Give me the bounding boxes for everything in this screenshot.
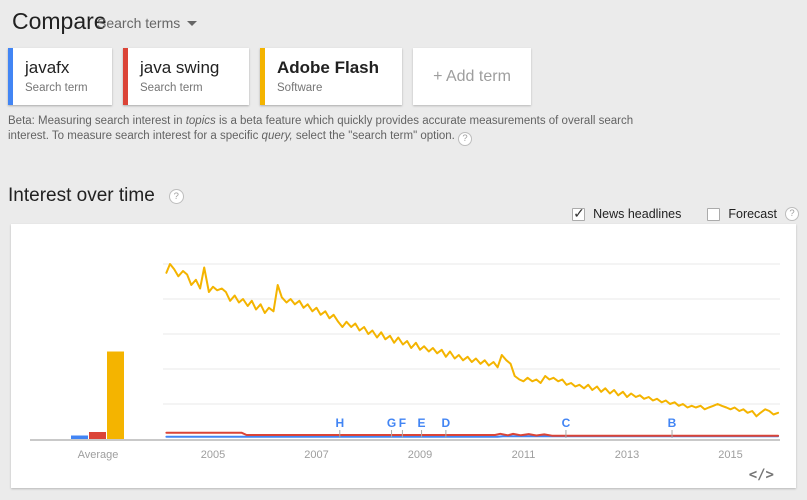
add-term-button[interactable]: + Add term — [413, 48, 531, 105]
caret-down-icon — [187, 20, 198, 26]
news-marker-F[interactable]: F — [399, 416, 406, 430]
term-type: Software — [277, 82, 323, 94]
news-marker-G[interactable]: G — [387, 416, 396, 430]
news-headlines-label[interactable]: News headlines — [593, 207, 682, 221]
term-cards-row: javafx Search term java swing Search ter… — [8, 48, 531, 105]
news-headlines-checkbox[interactable]: ✓ — [572, 204, 586, 221]
term-label: Adobe Flash — [277, 58, 380, 77]
news-marker-D[interactable]: D — [442, 416, 451, 430]
search-terms-dropdown-label: Search terms — [97, 15, 181, 31]
year-label-2007: 2007 — [304, 449, 328, 461]
term-label: java swing — [140, 58, 220, 77]
forecast-label[interactable]: Forecast — [728, 207, 777, 221]
help-icon[interactable]: ? — [458, 131, 473, 146]
search-terms-dropdown[interactable]: Search terms — [97, 15, 198, 31]
beta-note-topics: topics — [185, 115, 216, 127]
embed-icon[interactable]: </> — [748, 467, 774, 483]
year-label-2009: 2009 — [408, 449, 432, 461]
average-bar-java-swing — [89, 432, 106, 439]
beta-note-text: Beta: Measuring search interest in — [8, 115, 186, 127]
year-label-2005: 2005 — [201, 449, 225, 461]
beta-note-text: is a beta feature which quickly provides… — [8, 115, 634, 142]
interest-over-time-panel: Average 2005 2007 2009 2011 2013 2015 H G F E D C B <… — [11, 224, 796, 488]
page-title: Compare — [12, 8, 107, 34]
checkmark-icon: ✓ — [573, 204, 585, 221]
series-line-java-swing — [165, 431, 780, 437]
year-label-2011: 2011 — [512, 449, 536, 461]
beta-note-query: query, — [261, 129, 293, 142]
interest-over-time-chart[interactable]: Average 2005 2007 2009 2011 2013 2015 H G F E D C B — [11, 224, 796, 488]
term-card-adobe-flash[interactable]: Adobe Flash Software — [260, 48, 402, 105]
help-icon[interactable]: ? — [785, 207, 799, 221]
term-card-java-swing[interactable]: java swing Search term — [123, 48, 249, 105]
term-type: Search term — [140, 82, 203, 94]
interest-over-time-heading: Interest over time ? — [8, 185, 184, 207]
beta-note: Beta: Measuring search interest in topic… — [8, 114, 672, 146]
add-term-label: + Add term — [433, 67, 511, 85]
series-line-Adobe-Flash — [165, 263, 780, 418]
news-marker-H[interactable]: H — [335, 416, 344, 430]
term-type: Search term — [25, 82, 88, 94]
average-bar-javafx — [71, 435, 88, 439]
section-title: Interest over time — [8, 185, 155, 206]
term-card-javafx[interactable]: javafx Search term — [8, 48, 112, 105]
chart-controls: ✓ News headlines Forecast ? — [572, 204, 799, 221]
beta-note-text: select the "search term" option. — [292, 129, 455, 142]
help-icon[interactable]: ? — [168, 188, 184, 204]
forecast-checkbox[interactable] — [707, 207, 721, 221]
year-label-2015: 2015 — [718, 449, 742, 461]
news-marker-E[interactable]: E — [418, 416, 426, 430]
year-label-2013: 2013 — [615, 449, 639, 461]
average-bar-Adobe-Flash — [107, 351, 124, 439]
term-label: javafx — [25, 58, 70, 77]
news-marker-B[interactable]: B — [668, 416, 677, 430]
news-marker-C[interactable]: C — [562, 416, 571, 430]
average-axis-label: Average — [78, 449, 119, 461]
